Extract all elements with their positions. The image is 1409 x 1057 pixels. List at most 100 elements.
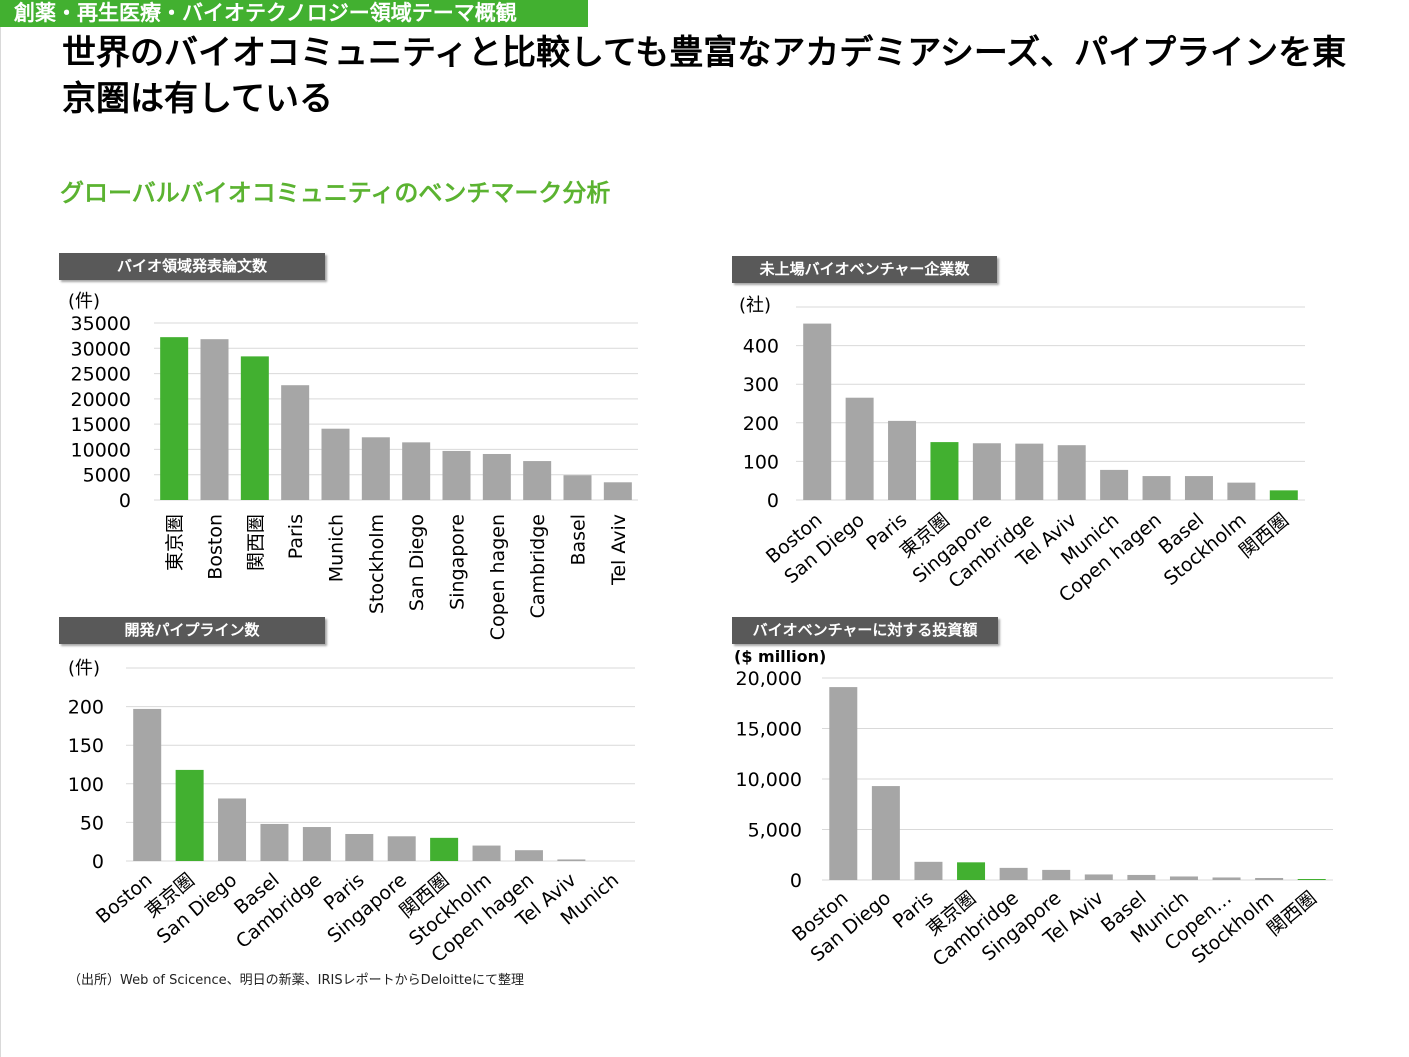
bar-Basel — [1127, 874, 1156, 880]
y-tick-label: 0 — [790, 870, 802, 892]
category-banner: 創薬・再生医療・バイオテクノロジー領域テーマ概観 — [0, 0, 588, 27]
bar-Basel — [1184, 476, 1213, 500]
y-tick-label: 10000 — [71, 439, 131, 461]
x-tick-label: Tel Aviv — [608, 514, 630, 586]
x-tick-label: 関西圏 — [1263, 887, 1321, 941]
bar-関西圏 — [1269, 490, 1298, 500]
bar-Basel — [563, 475, 592, 500]
bar-Munich — [1100, 469, 1129, 500]
chart-unit-pipelines: (件) — [68, 658, 101, 679]
bar-Boston — [133, 708, 162, 861]
bar-San Diego — [871, 786, 900, 880]
bar-関西圏 — [430, 837, 459, 861]
bar-東京圏 — [160, 337, 189, 500]
bar-東京圏 — [930, 442, 959, 500]
bar-Stockholm — [472, 845, 501, 861]
bar-Tel Aviv — [1057, 445, 1086, 500]
y-tick-label: 15,000 — [736, 719, 802, 741]
bar-Cambridge — [999, 867, 1028, 880]
page-title: 世界のバイオコミュニティと比較しても豊富なアカデミアシーズ、パイプラインを東京圏… — [62, 33, 1347, 119]
chart-unit-startups: (社) — [739, 295, 772, 316]
y-tick-label: 20000 — [71, 389, 131, 411]
y-tick-label: 200 — [743, 413, 779, 435]
y-tick-label: 200 — [68, 697, 104, 719]
bar-Copen… — [1212, 877, 1241, 880]
bar-Munich — [1169, 876, 1198, 880]
x-tick-label: 関西圏 — [245, 514, 267, 571]
bar-Singapore — [1042, 869, 1071, 880]
y-tick-label: 150 — [68, 735, 104, 757]
bar-Singapore — [387, 836, 416, 861]
y-tick-label: 5000 — [83, 465, 131, 487]
bar-Singapore — [442, 450, 471, 500]
bar-東京圏 — [957, 862, 986, 880]
chart-unit-investment: ($ million) — [734, 647, 827, 666]
bar-Cambridge — [523, 461, 552, 500]
bar-関西圏 — [240, 356, 269, 500]
x-tick-label: San Diego — [406, 514, 428, 611]
chart-title-papers: バイオ領域発表論文数 — [59, 253, 325, 280]
source-note: （出所）Web of Scicence、明日の新薬、IRISレポートからDelo… — [68, 973, 525, 988]
x-tick-label: Basel — [568, 514, 590, 566]
y-tick-label: 35000 — [71, 313, 131, 335]
y-tick-label: 15000 — [71, 414, 131, 436]
left-edge-line — [0, 27, 1, 1057]
x-tick-label: Paris — [285, 514, 307, 559]
bar-Tel Aviv — [1084, 874, 1113, 880]
y-tick-label: 30000 — [71, 338, 131, 360]
bar-Stockholm — [1255, 877, 1284, 880]
x-tick-label: Boston — [205, 514, 227, 580]
y-tick-label: 0 — [119, 490, 131, 512]
chart-title-investment: バイオベンチャーに対する投資額 — [732, 617, 998, 644]
y-tick-label: 20,000 — [736, 668, 802, 690]
bar-Paris — [914, 861, 943, 880]
bar-東京圏 — [175, 769, 204, 861]
bar-Basel — [260, 823, 289, 861]
x-tick-label: Munich — [326, 514, 348, 582]
bar-San Diego — [402, 442, 431, 500]
y-tick-label: 300 — [743, 374, 779, 396]
bar-Paris — [281, 385, 310, 500]
section-subtitle: グローバルバイオコミュニティのベンチマーク分析 — [60, 179, 611, 207]
bar-Paris — [888, 420, 917, 500]
y-tick-label: 100 — [743, 451, 779, 473]
bar-Paris — [345, 833, 374, 861]
bar-Copen hagen — [482, 453, 511, 500]
y-tick-label: 0 — [767, 490, 779, 512]
bar-San Diego — [218, 798, 247, 861]
y-tick-label: 400 — [743, 336, 779, 358]
y-tick-label: 0 — [92, 851, 104, 873]
bar-Boston — [829, 687, 858, 880]
bar-San Diego — [845, 397, 874, 500]
x-tick-label: Singapore — [447, 514, 469, 610]
y-tick-label: 10,000 — [736, 769, 802, 791]
bar-Cambridge — [302, 827, 331, 861]
chart-unit-papers: (件) — [68, 291, 101, 312]
bar-Boston — [803, 323, 832, 500]
bar-Stockholm — [361, 437, 390, 500]
bar-Stockholm — [1227, 482, 1256, 500]
bar-Tel Aviv — [557, 859, 586, 861]
bar-Boston — [200, 339, 229, 500]
bar-Tel Aviv — [603, 482, 632, 500]
x-tick-label: Copen hagen — [487, 514, 509, 640]
chart-title-pipelines: 開発パイプライン数 — [59, 617, 325, 644]
y-tick-label: 25000 — [71, 364, 131, 386]
y-tick-label: 100 — [68, 774, 104, 796]
x-tick-label: Cambridge — [527, 514, 549, 618]
x-tick-label: 東京圏 — [164, 514, 186, 571]
bar-関西圏 — [1297, 879, 1326, 880]
bar-Cambridge — [1015, 443, 1044, 500]
y-tick-label: 50 — [80, 812, 104, 834]
bar-Copen hagen — [514, 850, 543, 861]
y-tick-label: 5,000 — [748, 820, 802, 842]
x-tick-label: Stockholm — [366, 514, 388, 614]
chart-title-startups: 未上場バイオベンチャー企業数 — [732, 256, 997, 283]
bar-Copen hagen — [1142, 476, 1171, 500]
bar-Munich — [321, 428, 350, 500]
bar-Singapore — [972, 443, 1001, 500]
